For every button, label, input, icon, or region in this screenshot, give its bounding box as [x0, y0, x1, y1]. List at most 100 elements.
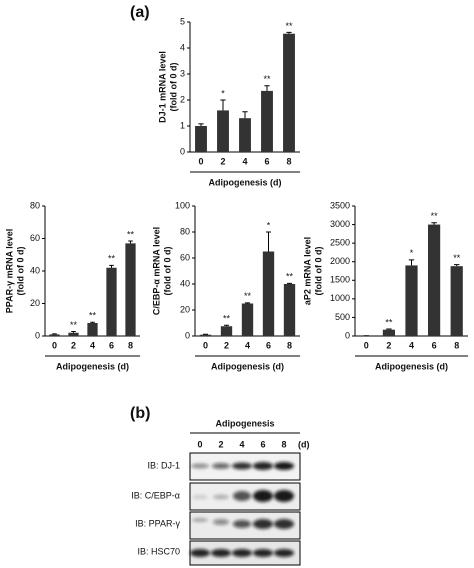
error-bar — [264, 85, 270, 91]
x-tick-label: 8 — [286, 156, 291, 166]
bar — [68, 332, 79, 336]
panel-label: (b) — [130, 405, 150, 422]
x-axis-label: Adipogenesis (d) — [375, 361, 448, 371]
bar — [199, 334, 212, 336]
y-tick-label: 0 — [345, 330, 350, 340]
error-bar — [431, 222, 437, 225]
y-tick-label: 2000 — [330, 256, 350, 266]
lane-unit: (d) — [298, 439, 310, 449]
blot-row-label: IB: HSC70 — [137, 546, 180, 556]
western-blot: Adipogenesis 0 2 4 6 8 (d) IB: DJ-1 IB: … — [131, 418, 310, 566]
x-tick-label: 0 — [198, 156, 203, 166]
y-tick-label: 500 — [335, 312, 350, 322]
y-tick-label: 20 — [180, 304, 190, 314]
error-bar — [128, 240, 133, 244]
significance-label: ** — [223, 314, 231, 324]
error-bar — [286, 282, 293, 284]
bar — [450, 266, 463, 336]
y-tick-label: 4 — [180, 42, 185, 52]
x-tick-label: 0 — [52, 340, 57, 350]
bands — [192, 490, 294, 502]
error-bar — [90, 321, 95, 323]
error-bar — [265, 231, 272, 252]
chart: 0 20 40 60 80 PPAR-γ mRNA level (fold of 0 d) 0… — [4, 200, 140, 371]
x-tick-label: 6 — [264, 156, 269, 166]
y-axis-label: C/EBP-α mRNA level — [151, 227, 161, 315]
x-tick-label: 6 — [109, 340, 114, 350]
bar — [125, 243, 136, 336]
x-tick-label: 8 — [128, 340, 133, 350]
x-tick-label: 6 — [432, 340, 437, 350]
x-tick-label: 4 — [242, 156, 247, 166]
lane-label: 4 — [239, 439, 244, 449]
y-tick-label: 60 — [180, 252, 190, 262]
y-tick-label: 3 — [180, 68, 185, 78]
lane-label: 6 — [260, 439, 265, 449]
y-tick-label: 80 — [30, 200, 40, 210]
significance-label: ** — [431, 211, 439, 221]
x-tick-label: 4 — [90, 340, 95, 350]
chart: 0 500 1000 1500 2000 2500 3000 3500 aP2 mRNA lev… — [302, 200, 468, 371]
bar — [217, 110, 229, 152]
panel-label: (a) — [130, 4, 150, 21]
significance-label: ** — [385, 317, 393, 327]
chart: 0 1 2 3 4 5 DJ-1 mRNA level (fold of 0 d) 0 2 * 4 6 *… — [157, 16, 300, 187]
x-tick-label: 2 — [386, 340, 391, 350]
error-bar — [408, 259, 415, 266]
lane-label: 8 — [281, 439, 286, 449]
y-tick-label: 3000 — [330, 219, 350, 229]
significance-label: ** — [453, 253, 461, 263]
bar — [261, 90, 273, 152]
significance-label: * — [221, 88, 225, 98]
bar — [195, 126, 207, 152]
error-bar — [198, 123, 204, 126]
x-tick-label: 0 — [203, 340, 208, 350]
bands — [191, 462, 294, 470]
bar — [262, 251, 275, 336]
error-bar — [286, 31, 292, 34]
y-tick-label: 0 — [185, 330, 190, 340]
y-axis-label: (fold of 0 d) — [313, 247, 323, 296]
significance-label: ** — [286, 272, 294, 282]
y-tick-label: 40 — [30, 265, 40, 275]
y-tick-label: 0 — [35, 330, 40, 340]
x-axis-label: Adipogenesis (d) — [208, 177, 281, 187]
y-axis-label: PPAR-γ mRNA level — [4, 229, 14, 314]
x-tick-label: 2 — [220, 156, 225, 166]
y-tick-label: 20 — [30, 298, 40, 308]
x-tick-label: 2 — [71, 340, 76, 350]
y-axis-label: aP2 mRNA level — [302, 237, 312, 305]
lane-label: 2 — [218, 439, 223, 449]
x-tick-label: 8 — [454, 340, 459, 350]
significance-label: * — [267, 220, 271, 230]
bar — [405, 265, 418, 336]
blot-title: Adipogenesis — [215, 418, 274, 428]
significance-label: ** — [285, 21, 293, 31]
x-tick-label: 4 — [409, 340, 414, 350]
bands — [192, 518, 294, 529]
error-bar — [386, 328, 392, 330]
y-tick-label: 3500 — [330, 200, 350, 210]
bar — [87, 323, 98, 336]
y-tick-label: 1000 — [330, 293, 350, 303]
bar — [49, 334, 60, 336]
significance-label: ** — [108, 254, 116, 264]
significance-label: ** — [89, 311, 97, 321]
error-bar — [223, 324, 230, 327]
significance-label: ** — [263, 74, 271, 84]
y-axis-label: (fold of 0 d) — [162, 247, 172, 296]
error-bar — [244, 302, 251, 304]
x-axis-label: Adipogenesis (d) — [56, 361, 129, 371]
significance-label: ** — [127, 229, 135, 239]
y-tick-label: 40 — [180, 278, 190, 288]
bar — [427, 224, 441, 336]
blot-row-label: IB: DJ-1 — [147, 460, 180, 470]
y-axis-label: (fold of 0 d) — [15, 247, 25, 296]
error-bar — [453, 264, 460, 267]
x-axis-label: Adipogenesis (d) — [211, 361, 284, 371]
error-bar — [220, 99, 226, 111]
y-tick-label: 1 — [180, 120, 185, 130]
error-bar — [109, 264, 114, 268]
